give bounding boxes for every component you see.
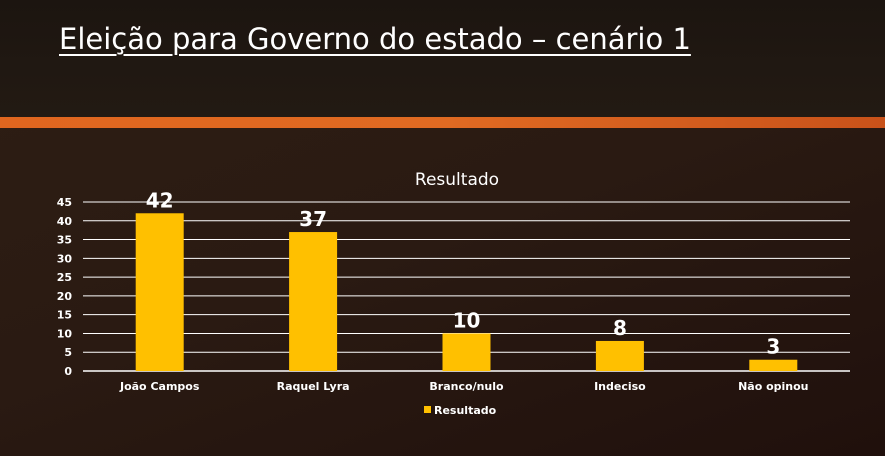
legend: Resultado xyxy=(424,404,497,417)
y-tick-label: 15 xyxy=(57,309,72,322)
orange-band xyxy=(0,117,885,128)
y-tick-label: 45 xyxy=(57,196,72,209)
y-tick-label: 25 xyxy=(57,271,72,284)
data-label: 42 xyxy=(146,188,174,212)
y-tick-label: 40 xyxy=(57,215,73,228)
legend-label: Resultado xyxy=(434,404,497,417)
bar xyxy=(289,232,338,371)
bar xyxy=(595,340,644,371)
y-tick-label: 20 xyxy=(57,290,73,303)
y-tick-label: 0 xyxy=(64,365,72,378)
y-tick-label: 30 xyxy=(57,252,73,265)
bar xyxy=(442,333,491,371)
data-label: 37 xyxy=(299,207,327,231)
data-label: 8 xyxy=(613,316,627,340)
bar xyxy=(749,359,798,371)
data-label: 10 xyxy=(453,308,481,332)
y-tick-label: 10 xyxy=(57,327,73,340)
header-background xyxy=(0,0,885,117)
x-tick-label: João Campos xyxy=(119,380,200,393)
data-label: 3 xyxy=(766,335,780,359)
y-tick-label: 5 xyxy=(64,346,72,359)
legend-swatch xyxy=(424,406,431,413)
x-tick-label: Raquel Lyra xyxy=(277,380,350,393)
slide-title: Eleição para Governo do estado – cenário… xyxy=(59,22,691,56)
x-tick-label: Não opinou xyxy=(738,380,808,393)
x-tick-label: Branco/nulo xyxy=(429,380,504,393)
bar xyxy=(135,213,184,371)
chart-title: Resultado xyxy=(415,170,499,190)
y-tick-label: 35 xyxy=(57,234,72,247)
x-tick-label: Indeciso xyxy=(594,380,646,393)
